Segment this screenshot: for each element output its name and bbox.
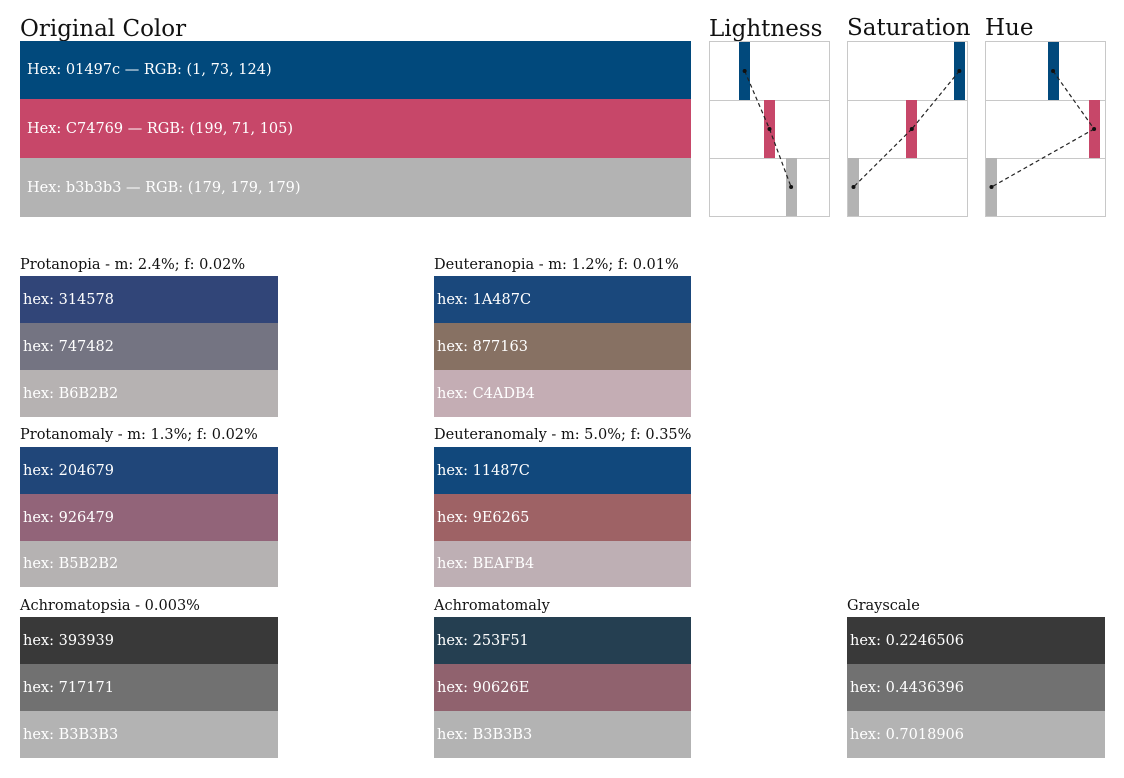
hue-chart bbox=[985, 41, 1106, 217]
achromatomaly-swatch-2: hex: 90626E bbox=[434, 664, 691, 711]
original-swatch-panel: Hex: 01497c — RGB: (1, 73, 124) Hex: C74… bbox=[20, 41, 691, 217]
achromatopsia-swatch-1: hex: 393939 bbox=[20, 617, 278, 664]
value-point bbox=[957, 69, 962, 73]
deuteranomaly-title: Deuteranomaly - m: 5.0%; f: 0.35% bbox=[434, 427, 692, 443]
swatch-label: hex: 393939 bbox=[23, 632, 114, 649]
swatch-label: hex: 11487C bbox=[437, 462, 530, 479]
swatch-label: hex: 90626E bbox=[437, 679, 530, 696]
value-point bbox=[789, 185, 794, 189]
saturation-chart bbox=[847, 41, 968, 217]
protanomaly-swatch-1: hex: 204679 bbox=[20, 447, 278, 494]
row-divider bbox=[986, 100, 1105, 101]
connector-line bbox=[1052, 70, 1095, 130]
swatch-label: hex: 1A487C bbox=[437, 291, 532, 308]
swatch-label: hex: 0.4436396 bbox=[850, 679, 965, 696]
value-point bbox=[989, 185, 994, 189]
connector-line bbox=[768, 128, 792, 188]
lightness-chart-title: Lightness bbox=[709, 16, 823, 42]
protanopia-swatch-1: hex: 314578 bbox=[20, 276, 278, 323]
swatch-label: hex: B5B2B2 bbox=[23, 556, 119, 572]
achromatopsia-swatch-2: hex: 717171 bbox=[20, 664, 278, 711]
deuteranopia-swatch-3: hex: C4ADB4 bbox=[434, 370, 691, 417]
achromatomaly-panel: hex: 253F51 hex: 90626E hex: B3B3B3 bbox=[434, 617, 691, 758]
achromatomaly-swatch-3: hex: B3B3B3 bbox=[434, 711, 691, 758]
value-point bbox=[1092, 127, 1097, 131]
swatch-label: hex: C4ADB4 bbox=[437, 385, 535, 402]
grayscale-title: Grayscale bbox=[847, 598, 920, 614]
saturation-chart-title: Saturation bbox=[847, 15, 971, 41]
hue-chart-title: Hue bbox=[985, 15, 1034, 41]
deuteranopia-swatch-1: hex: 1A487C bbox=[434, 276, 691, 323]
achromatomaly-title: Achromatomaly bbox=[434, 598, 550, 614]
grayscale-swatch-1: hex: 0.2246506 bbox=[847, 617, 1105, 664]
swatch-label: hex: 0.7018906 bbox=[850, 726, 965, 743]
connector-overlay bbox=[742, 69, 794, 189]
protanomaly-swatch-2: hex: 926479 bbox=[20, 494, 278, 541]
grayscale-panel: hex: 0.2246506 hex: 0.4436396 hex: 0.701… bbox=[847, 617, 1105, 758]
swatch-label: hex: B3B3B3 bbox=[437, 726, 533, 743]
original-color-title: Original Color bbox=[20, 16, 187, 42]
achromatomaly-swatch-1: hex: 253F51 bbox=[434, 617, 691, 664]
deuteranopia-swatch-2: hex: 877163 bbox=[434, 323, 691, 370]
value-point bbox=[1051, 69, 1056, 73]
protanopia-swatch-2: hex: 747482 bbox=[20, 323, 278, 370]
protanopia-panel: hex: 314578 hex: 747482 hex: B6B2B2 bbox=[20, 276, 278, 417]
row-divider bbox=[986, 158, 1105, 159]
deuteranopia-title: Deuteranopia - m: 1.2%; f: 0.01% bbox=[434, 257, 679, 273]
swatch-label: hex: 877163 bbox=[437, 338, 528, 355]
protanopia-swatch-3: hex: B6B2B2 bbox=[20, 370, 278, 417]
value-point bbox=[909, 127, 914, 131]
value-point bbox=[851, 185, 856, 189]
swatch-label: Hex: C74769 — RGB: (199, 71, 105) bbox=[27, 120, 294, 137]
protanomaly-swatch-3: hex: B5B2B2 bbox=[20, 541, 278, 587]
lightness-chart bbox=[709, 41, 830, 217]
achromatopsia-swatch-3: hex: B3B3B3 bbox=[20, 711, 278, 758]
grayscale-swatch-2: hex: 0.4436396 bbox=[847, 664, 1105, 711]
deuteranomaly-swatch-2: hex: 9E6265 bbox=[434, 494, 691, 541]
swatch-label: hex: 253F51 bbox=[437, 632, 529, 649]
swatch-label: hex: 717171 bbox=[23, 679, 114, 696]
swatch-label: hex: 204679 bbox=[23, 462, 114, 479]
swatch-label: hex: 0.2246506 bbox=[850, 632, 965, 649]
connector-overlay bbox=[851, 69, 962, 189]
achromatopsia-title: Achromatopsia - 0.003% bbox=[20, 598, 200, 614]
protanomaly-title: Protanomaly - m: 1.3%; f: 0.02% bbox=[20, 427, 258, 443]
value-point bbox=[742, 69, 747, 73]
deuteranomaly-panel: hex: 11487C hex: 9E6265 hex: BEAFB4 bbox=[434, 447, 691, 587]
original-swatch-1: Hex: 01497c — RGB: (1, 73, 124) bbox=[20, 41, 691, 99]
row-divider bbox=[710, 158, 829, 159]
deuteranomaly-swatch-3: hex: BEAFB4 bbox=[434, 541, 691, 587]
swatch-label: hex: BEAFB4 bbox=[437, 556, 535, 572]
deuteranopia-panel: hex: 1A487C hex: 877163 hex: C4ADB4 bbox=[434, 276, 691, 417]
protanopia-title: Protanopia - m: 2.4%; f: 0.02% bbox=[20, 257, 246, 273]
swatch-label: hex: 314578 bbox=[23, 291, 114, 308]
swatch-label: hex: B6B2B2 bbox=[23, 385, 119, 402]
value-point bbox=[767, 127, 772, 131]
swatch-label: hex: 9E6265 bbox=[437, 509, 530, 526]
original-swatch-2: Hex: C74769 — RGB: (199, 71, 105) bbox=[20, 99, 691, 158]
swatch-label: hex: B3B3B3 bbox=[23, 726, 119, 743]
grayscale-swatch-3: hex: 0.7018906 bbox=[847, 711, 1105, 758]
swatch-label: hex: 747482 bbox=[23, 338, 114, 355]
connector-overlay bbox=[989, 69, 1097, 189]
connector-line bbox=[853, 128, 913, 188]
swatch-label: hex: 926479 bbox=[23, 509, 114, 526]
swatch-label: Hex: b3b3b3 — RGB: (179, 179, 179) bbox=[27, 179, 301, 196]
original-swatch-3: Hex: b3b3b3 — RGB: (179, 179, 179) bbox=[20, 158, 691, 217]
swatch-label: Hex: 01497c — RGB: (1, 73, 124) bbox=[27, 62, 272, 78]
connector-line bbox=[911, 70, 960, 130]
row-divider bbox=[848, 158, 967, 159]
protanomaly-panel: hex: 204679 hex: 926479 hex: B5B2B2 bbox=[20, 447, 278, 587]
deuteranomaly-swatch-1: hex: 11487C bbox=[434, 447, 691, 494]
connector-line bbox=[744, 70, 771, 130]
connector-line bbox=[991, 128, 1095, 188]
achromatopsia-panel: hex: 393939 hex: 717171 hex: B3B3B3 bbox=[20, 617, 278, 758]
